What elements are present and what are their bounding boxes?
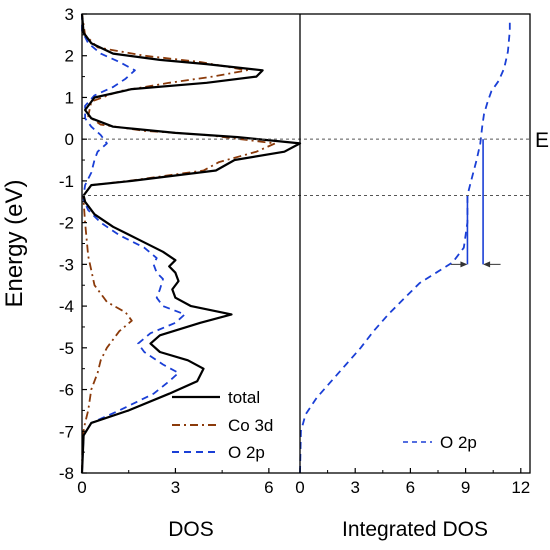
dos-series-total: [80, 13, 302, 474]
integrated-legend: O 2p: [403, 433, 477, 452]
y-tick-label: -8: [59, 464, 74, 483]
fermi-label-main: E: [535, 129, 549, 152]
left-panel: [80, 13, 302, 474]
annotation-arrow-2: [450, 261, 468, 268]
legend-label-2: O 2p: [228, 443, 265, 462]
annotation-arrow-3: [483, 261, 501, 268]
dos-x-axis-title: DOS: [168, 518, 214, 541]
y-tick-label: -4: [59, 297, 74, 316]
y-axis-title: Energy (eV): [1, 179, 28, 307]
y-tick-label: -7: [59, 422, 74, 441]
dos-legend: total Co 3d O 2p: [172, 388, 273, 462]
y-tick-label: -1: [59, 172, 74, 191]
dos-series-co-3d: [81, 13, 276, 474]
y-tick-label: 3: [65, 5, 74, 24]
dos-x-tick-label: 0: [77, 478, 86, 497]
y-tick-label: -3: [59, 255, 74, 274]
integrated-series-o-2p: [299, 18, 511, 474]
y-tick-label: 2: [65, 47, 74, 66]
y-tick-label: 0: [65, 130, 74, 149]
right-panel: [299, 18, 511, 474]
dos-series-o-2p: [81, 14, 186, 474]
y-tick-label: 1: [65, 88, 74, 107]
legend-label-0: total: [228, 388, 260, 407]
legend-label-1: Co 3d: [228, 416, 273, 435]
integrated-x-tick-label: 0: [295, 478, 304, 497]
integrated-x-tick-label: 9: [461, 478, 470, 497]
legend-label-o2p: O 2p: [440, 433, 477, 452]
integrated-x-tick-label: 12: [511, 478, 530, 497]
integrated-x-tick-label: 3: [350, 478, 359, 497]
dos-x-tick-label: 6: [264, 478, 273, 497]
integrated-x-axis-title: Integrated DOS: [342, 518, 488, 541]
y-tick-label: -5: [59, 339, 74, 358]
integrated-x-tick-label: 6: [406, 478, 415, 497]
plot-frame: [81, 13, 531, 474]
fermi-label: EF: [535, 129, 550, 155]
y-tick-label: -2: [59, 214, 74, 233]
y-tick-label: -6: [59, 381, 74, 400]
dos-x-tick-label: 3: [171, 478, 180, 497]
